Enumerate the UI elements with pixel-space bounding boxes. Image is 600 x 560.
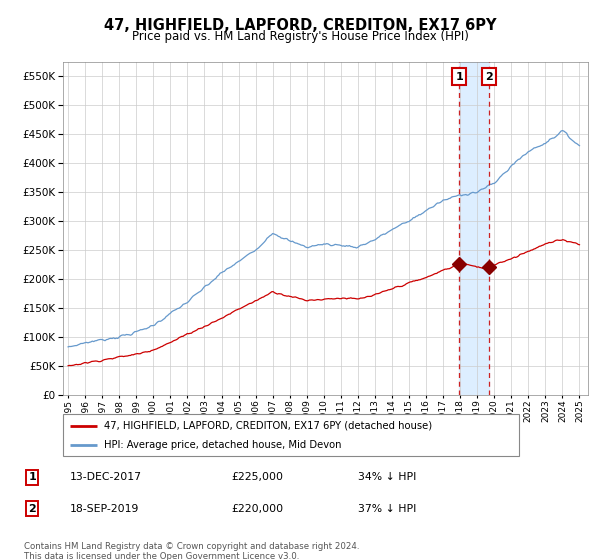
Text: 47, HIGHFIELD, LAPFORD, CREDITON, EX17 6PY: 47, HIGHFIELD, LAPFORD, CREDITON, EX17 6… bbox=[104, 18, 496, 33]
Text: £220,000: £220,000 bbox=[231, 504, 283, 514]
Text: Price paid vs. HM Land Registry's House Price Index (HPI): Price paid vs. HM Land Registry's House … bbox=[131, 30, 469, 43]
Text: 1: 1 bbox=[455, 72, 463, 82]
Text: 1: 1 bbox=[28, 473, 36, 482]
FancyBboxPatch shape bbox=[63, 414, 519, 456]
Text: £225,000: £225,000 bbox=[231, 473, 283, 482]
Bar bbox=[460, 62, 490, 395]
Text: 34% ↓ HPI: 34% ↓ HPI bbox=[358, 473, 416, 482]
Text: 37% ↓ HPI: 37% ↓ HPI bbox=[358, 504, 416, 514]
Text: HPI: Average price, detached house, Mid Devon: HPI: Average price, detached house, Mid … bbox=[104, 440, 341, 450]
Text: 2: 2 bbox=[485, 72, 493, 82]
Text: 2: 2 bbox=[28, 504, 36, 514]
Text: 13-DEC-2017: 13-DEC-2017 bbox=[70, 473, 142, 482]
Text: 47, HIGHFIELD, LAPFORD, CREDITON, EX17 6PY (detached house): 47, HIGHFIELD, LAPFORD, CREDITON, EX17 6… bbox=[104, 421, 432, 431]
Text: Contains HM Land Registry data © Crown copyright and database right 2024.
This d: Contains HM Land Registry data © Crown c… bbox=[24, 542, 359, 560]
Text: 18-SEP-2019: 18-SEP-2019 bbox=[70, 504, 139, 514]
